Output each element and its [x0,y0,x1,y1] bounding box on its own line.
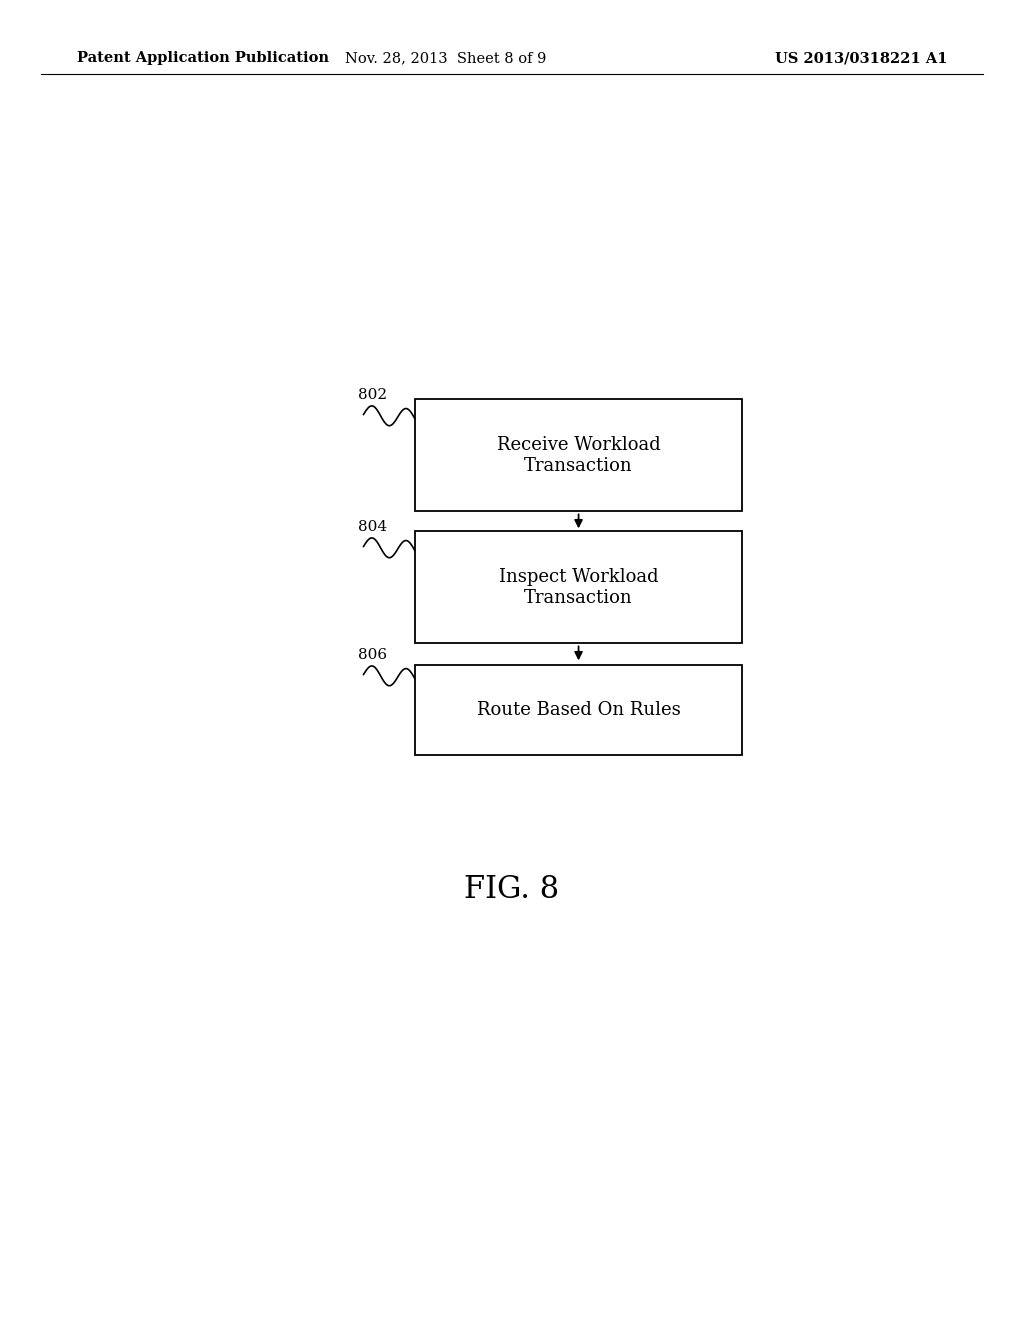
Text: US 2013/0318221 A1: US 2013/0318221 A1 [775,51,947,65]
Text: Receive Workload
Transaction: Receive Workload Transaction [497,436,660,475]
Bar [415,399,742,511]
Text: Inspect Workload
Transaction: Inspect Workload Transaction [499,568,658,607]
Text: Nov. 28, 2013  Sheet 8 of 9: Nov. 28, 2013 Sheet 8 of 9 [345,51,546,65]
Text: Patent Application Publication: Patent Application Publication [77,51,329,65]
Text: 804: 804 [358,520,387,533]
Text: FIG. 8: FIG. 8 [465,874,559,906]
Text: 802: 802 [358,388,387,401]
Text: Route Based On Rules: Route Based On Rules [477,701,680,719]
Text: 806: 806 [358,648,387,661]
Bar [415,531,742,643]
Bar [415,665,742,755]
